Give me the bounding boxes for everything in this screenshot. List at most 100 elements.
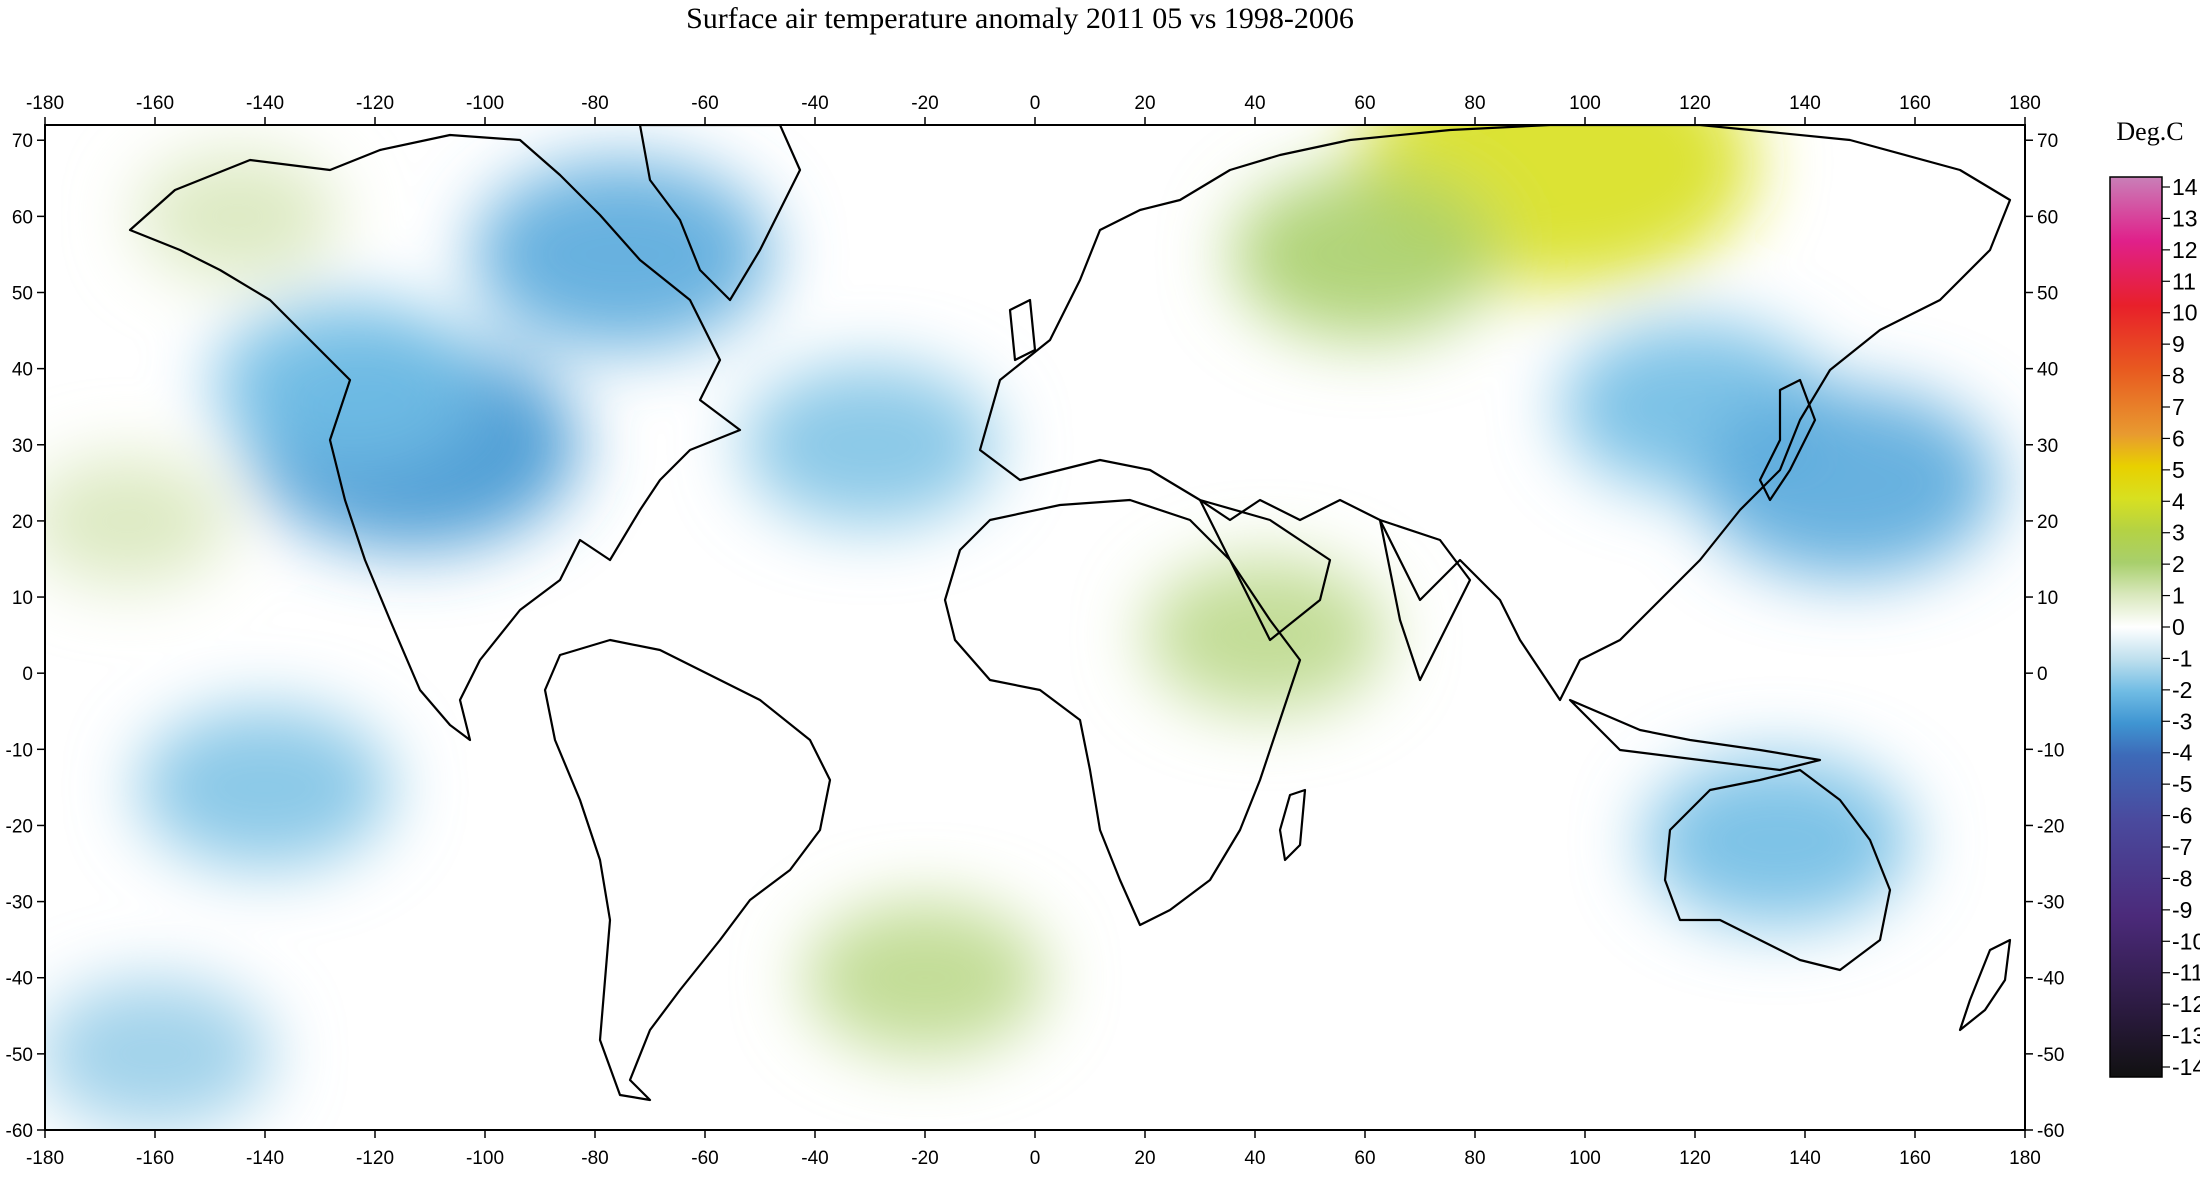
legend-label: 9 — [2172, 331, 2185, 357]
lon-label-bottom: -140 — [246, 1148, 284, 1169]
legend-label: -4 — [2172, 740, 2193, 766]
coast-australia — [1663, 768, 1892, 972]
coast-north-america — [128, 133, 742, 742]
lon-label-bottom: 180 — [2009, 1148, 2041, 1169]
legend-label: 11 — [2172, 268, 2196, 294]
lat-label-right: -40 — [2037, 969, 2064, 990]
lat-label-right: 0 — [2037, 664, 2048, 685]
lon-label-bottom: 0 — [1030, 1148, 1041, 1169]
legend-label: 1 — [2172, 583, 2185, 609]
lat-label-left: 10 — [12, 588, 33, 609]
coast-africa — [943, 498, 1302, 927]
legend-label: -11 — [2172, 960, 2200, 986]
lon-label-bottom: -40 — [801, 1148, 828, 1169]
anomaly-region-north-atlantic-cold — [742, 363, 998, 526]
lat-label-left: 20 — [12, 512, 33, 533]
legend-label: 4 — [2172, 488, 2185, 514]
anomaly-region-northwest-pacific-cold — [213, 298, 482, 469]
lat-label-left: -60 — [6, 1121, 33, 1142]
anomaly-region-alaska-warm — [135, 151, 340, 282]
lon-label-bottom: 160 — [1899, 1148, 1931, 1169]
lon-label-top: 20 — [1134, 93, 1155, 114]
lat-label-right: 10 — [2037, 588, 2058, 609]
lon-label-bottom: -60 — [691, 1148, 718, 1169]
coast-south-america — [543, 638, 832, 1102]
lat-label-right: 40 — [2037, 360, 2058, 381]
lon-label-top: 0 — [1030, 93, 1041, 114]
map-area — [44, 124, 2026, 1131]
coast-indonesia — [1568, 698, 1822, 772]
anomaly-blobs — [45, 125, 1999, 1129]
lon-label-top: -180 — [26, 93, 64, 114]
lat-label-right: 20 — [2037, 512, 2058, 533]
lat-label-left: 60 — [12, 207, 33, 228]
lon-label-top: 60 — [1354, 93, 1375, 114]
lat-label-left: -30 — [6, 893, 33, 914]
lon-label-bottom: -120 — [356, 1148, 394, 1169]
coast-japan — [1758, 378, 1817, 502]
lon-label-top: 160 — [1899, 93, 1931, 114]
anomaly-region-south-atlantic-warm — [803, 900, 1047, 1055]
coast-eurasia — [978, 125, 2012, 702]
legend-label: -9 — [2172, 897, 2192, 923]
lon-label-top: 100 — [1569, 93, 1601, 114]
lon-label-bottom: -80 — [581, 1148, 608, 1169]
lat-label-right: -10 — [2037, 740, 2064, 761]
coast-india — [1378, 518, 1472, 682]
lat-label-left: 40 — [12, 360, 33, 381]
colorbar — [2109, 176, 2163, 1078]
legend-label: 10 — [2172, 300, 2198, 326]
lon-label-bottom: -20 — [911, 1148, 938, 1169]
anomaly-region-east-pacific-warm — [45, 455, 230, 586]
lon-label-bottom: 60 — [1354, 1148, 1375, 1169]
lat-label-right: -30 — [2037, 893, 2064, 914]
lon-label-top: -120 — [356, 93, 394, 114]
legend: Deg.C 14131211109876543210-1-2-3-4-5-6-7… — [2109, 117, 2200, 1080]
lon-label-top: -60 — [691, 93, 718, 114]
lat-label-left: -50 — [6, 1045, 33, 1066]
legend-label: -10 — [2172, 928, 2200, 954]
lat-label-left: -10 — [6, 740, 33, 761]
lat-label-right: -50 — [2037, 1045, 2064, 1066]
lat-label-left: 30 — [12, 436, 33, 457]
lat-label-left: 70 — [12, 131, 33, 152]
anomaly-region-australia-cold — [1643, 755, 1912, 926]
coast-arabia — [1198, 498, 1332, 642]
anomaly-region-hudson-bay-cold — [472, 159, 773, 350]
legend-label: -3 — [2172, 708, 2192, 734]
legend-label: -5 — [2172, 771, 2192, 797]
legend-label: -1 — [2172, 645, 2192, 671]
legend-label: -14 — [2172, 1054, 2200, 1080]
legend-label: 13 — [2172, 205, 2198, 231]
legend-label: 5 — [2172, 457, 2185, 483]
anomaly-region-japan-cold — [1699, 387, 1999, 578]
lon-label-bottom: -100 — [466, 1148, 504, 1169]
coast-new-zealand — [1958, 938, 2012, 1032]
coastlines — [128, 125, 2012, 1102]
lat-label-left: 50 — [12, 284, 33, 305]
legend-label: -7 — [2172, 834, 2192, 860]
lon-label-top: -80 — [581, 93, 608, 114]
lon-label-bottom: -160 — [136, 1148, 174, 1169]
legend-label: -8 — [2172, 865, 2192, 891]
legend-labels: 14131211109876543210-1-2-3-4-5-6-7-8-9-1… — [2162, 174, 2200, 1080]
map-title: Surface air temperature anomaly 2011 05 … — [686, 2, 1354, 35]
legend-label: 3 — [2172, 520, 2185, 546]
legend-label: 2 — [2172, 551, 2185, 577]
anomaly-region-east-africa-warm — [1144, 558, 1388, 713]
legend-label: 0 — [2172, 614, 2185, 640]
lon-label-top: -140 — [246, 93, 284, 114]
lon-label-bottom: 40 — [1244, 1148, 1265, 1169]
legend-label: -2 — [2172, 677, 2192, 703]
lon-label-top: -40 — [801, 93, 828, 114]
lat-label-right: -60 — [2037, 1121, 2064, 1142]
legend-label: 7 — [2172, 394, 2185, 420]
legend-label: 14 — [2172, 174, 2198, 200]
lon-label-bottom: 20 — [1134, 1148, 1155, 1169]
coast-madagascar — [1278, 788, 1307, 862]
map-axes: -180-180-160-160-140-140-120-120-100-100… — [6, 93, 2065, 1169]
lat-label-right: 50 — [2037, 284, 2058, 305]
lon-label-top: 120 — [1679, 93, 1711, 114]
anomaly-region-southern-ocean-cold — [45, 978, 273, 1129]
